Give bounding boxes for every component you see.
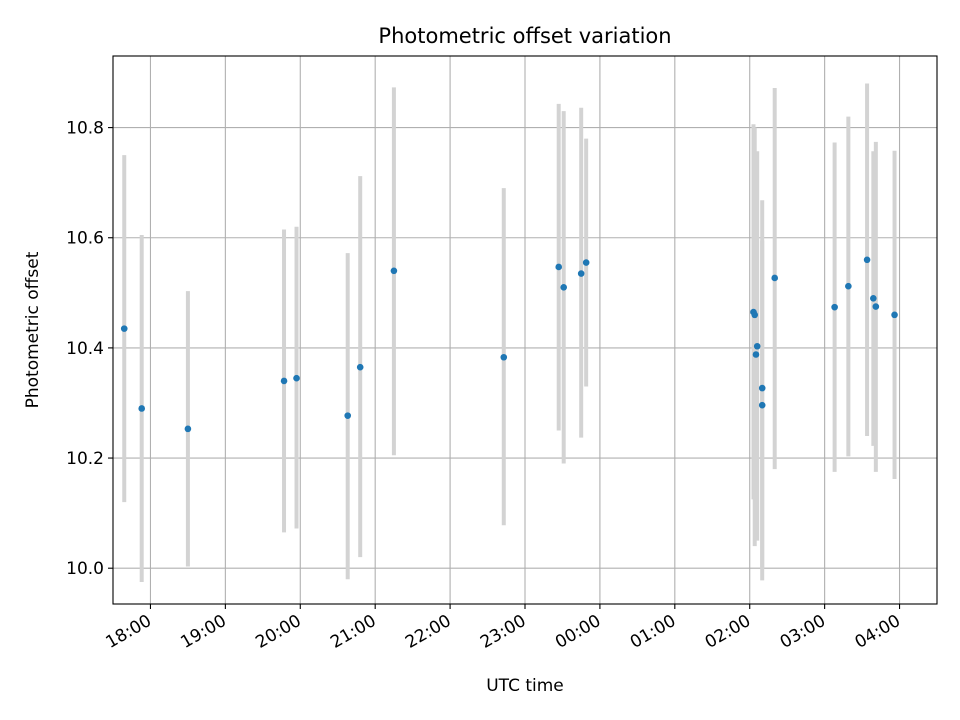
data-point bbox=[831, 303, 838, 311]
y-axis-label: Photometric offset bbox=[23, 251, 43, 408]
data-point bbox=[771, 274, 778, 282]
data-point bbox=[870, 295, 877, 302]
data-point bbox=[120, 325, 128, 332]
grid-layer bbox=[113, 56, 937, 604]
data-point bbox=[891, 311, 898, 319]
data-point bbox=[872, 303, 880, 310]
point-layer bbox=[120, 256, 898, 433]
data-point bbox=[758, 401, 766, 409]
x-tick-label: 21:00 bbox=[327, 611, 379, 653]
data-point bbox=[582, 259, 590, 266]
x-tick-label: 18:00 bbox=[103, 611, 155, 653]
data-point bbox=[752, 351, 760, 358]
y-tick-label: 10.2 bbox=[66, 449, 104, 469]
x-tick-label: 04:00 bbox=[852, 611, 904, 653]
x-tick-label: 20:00 bbox=[252, 611, 304, 653]
x-tick-label: 23:00 bbox=[477, 611, 529, 653]
data-point bbox=[356, 363, 364, 371]
x-tick-label: 03:00 bbox=[777, 611, 829, 653]
y-tick-label: 10.8 bbox=[66, 119, 104, 139]
data-point bbox=[577, 270, 585, 277]
chart-title: Photometric offset variation bbox=[378, 24, 671, 48]
x-tick-label: 02:00 bbox=[702, 611, 754, 653]
data-point bbox=[753, 342, 761, 350]
y-tick-label: 10.6 bbox=[66, 229, 104, 249]
data-point bbox=[390, 267, 398, 275]
data-point bbox=[344, 412, 352, 419]
tick-layer: 18:00 19:00 20:00 21:00 22:00 23:00 00:00 01:00… bbox=[66, 119, 904, 653]
data-point bbox=[758, 384, 766, 392]
x-axis-label: UTC time bbox=[486, 676, 564, 696]
y-tick-label: 10.0 bbox=[66, 559, 104, 579]
data-point bbox=[863, 256, 871, 264]
x-tick-label: 19:00 bbox=[177, 611, 229, 653]
data-point bbox=[751, 311, 759, 319]
data-point bbox=[280, 377, 288, 385]
data-point bbox=[845, 282, 852, 290]
x-tick-label: 22:00 bbox=[402, 611, 454, 653]
x-tick-label: 01:00 bbox=[627, 611, 679, 653]
data-point bbox=[293, 374, 300, 382]
data-point bbox=[560, 284, 568, 291]
data-point bbox=[500, 353, 508, 361]
data-point bbox=[138, 405, 146, 412]
x-tick-label: 00:00 bbox=[552, 611, 604, 653]
errorbar-layer bbox=[122, 83, 897, 582]
data-point bbox=[184, 425, 192, 433]
data-point bbox=[555, 263, 563, 271]
y-tick-label: 10.4 bbox=[66, 339, 104, 359]
